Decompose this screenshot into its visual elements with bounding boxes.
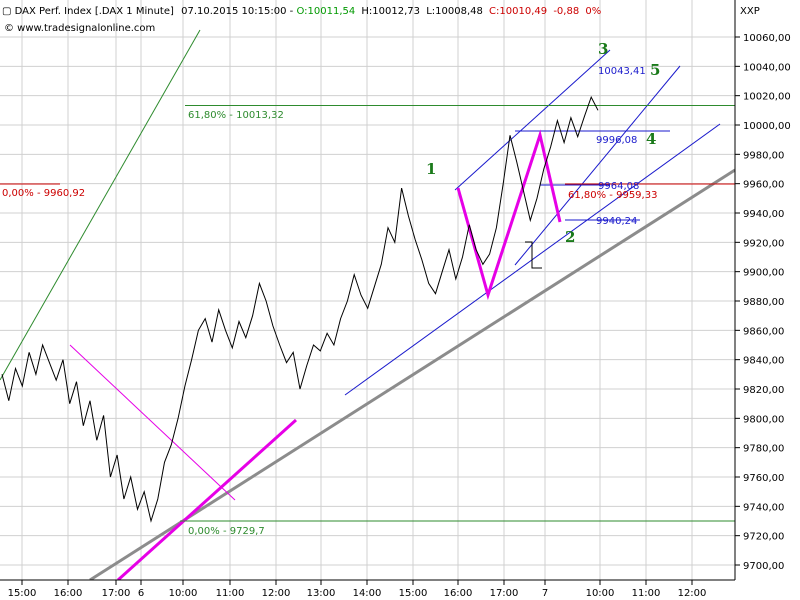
fib-9960-label: 0,00% - 9960,92 <box>2 188 85 199</box>
y-tick-label: 10000,00 <box>743 121 791 132</box>
header-open: O:10011,54 <box>296 6 355 17</box>
grey-trend-line <box>89 168 736 582</box>
header-mark: ▢ <box>2 6 15 17</box>
x-tick-label: 17:00 <box>490 588 519 599</box>
y-tick-label: 9780,00 <box>743 444 784 455</box>
y-tick-label: 9820,00 <box>743 385 784 396</box>
y-tick-label: 9940,00 <box>743 209 784 220</box>
chart-overlays <box>0 29 736 582</box>
y-tick-label: 10040,00 <box>743 62 791 73</box>
y-tick-label: 9960,00 <box>743 180 784 191</box>
y-tick-label: 9720,00 <box>743 532 784 543</box>
y-axis-panel <box>735 0 800 580</box>
fib-9729-label: 0,00% - 9729,7 <box>188 526 265 537</box>
fib-9959-label: 61,80% - 9959,33 <box>568 190 657 201</box>
svg-text:▢ DAX Perf. Index [.DAX: ▢ DAX Perf. Index [.DAX 1 Minute] 07.10.… <box>2 6 601 17</box>
header-low: L:10008,48 <box>426 6 483 17</box>
x-tick-label: 17:00 <box>102 588 131 599</box>
x-tick-label: 16:00 <box>444 588 473 599</box>
y-tick-label: 9800,00 <box>743 414 784 425</box>
y-tick-label: 9900,00 <box>743 268 784 279</box>
level-9996-label: 9996,08 <box>596 135 637 146</box>
y-tick-label: 9840,00 <box>743 356 784 367</box>
chart-header: ▢ DAX Perf. Index [.DAX 1 Minute] 07.10.… <box>2 6 760 34</box>
header-instrument: DAX Perf. Index [.DAX 1 Minute] <box>15 6 174 17</box>
x-tick-label: 13:00 <box>307 588 336 599</box>
y-tick-label: 10020,00 <box>743 92 791 103</box>
y-tick-label: 9860,00 <box>743 326 784 337</box>
chart-grid <box>0 0 735 580</box>
x-tick-label: 11:00 <box>632 588 661 599</box>
level-10043-label: 10043,41 <box>598 66 646 77</box>
small-box <box>525 241 542 269</box>
green-trend-line <box>0 29 201 381</box>
x-tick-label: 14:00 <box>353 588 382 599</box>
y-tick-label: 9880,00 <box>743 297 784 308</box>
x-tick-label: 16:00 <box>54 588 83 599</box>
price-series <box>1 95 599 523</box>
x-tick-label: 10:00 <box>169 588 198 599</box>
x-tick-label: 11:00 <box>216 588 245 599</box>
level-9964-label: 9964,08 <box>598 181 639 192</box>
x-tick-label: 15:00 <box>8 588 37 599</box>
y-tick-label: 10060,00 <box>743 33 791 44</box>
wave-label: 1 <box>426 160 436 178</box>
blue-channel-mid <box>514 65 681 266</box>
y-tick-label: 9920,00 <box>743 238 784 249</box>
header-change-pct: 0% <box>585 6 601 17</box>
y-tick-label: 9740,00 <box>743 502 784 513</box>
wave-label: 5 <box>650 61 660 79</box>
x-tick-label: 12:00 <box>678 588 707 599</box>
header-high: H:10012,73 <box>361 6 420 17</box>
blue-channel-upper <box>454 49 611 191</box>
price-line <box>1 95 599 523</box>
y-axis-ticks: 9700,00 9720,00 9740,00 9760,00 9780,00 9800,… <box>735 33 791 572</box>
x-tick-label: 6 <box>138 588 144 599</box>
y-tick-label: 9700,00 <box>743 561 784 572</box>
header-datetime: 07.10.2015 10:15:00 <box>181 6 286 17</box>
level-labels: 61,80% - 10013,32 0,00% - 9729,7 0,00% - 9… <box>2 40 660 537</box>
x-axis-ticks: 15:00 16:00 17:00 6 10:00 11:00 12:00 13:00 14:0… <box>8 580 707 599</box>
x-tick-label: 12:00 <box>262 588 291 599</box>
wave-label: 2 <box>565 228 575 246</box>
x-tick-label: 15:00 <box>399 588 428 599</box>
x-tick-label: 7 <box>542 588 548 599</box>
wave-label: 3 <box>598 40 608 58</box>
header-symbol: XXP <box>740 6 760 17</box>
wave-path <box>456 129 562 301</box>
y-tick-label: 9980,00 <box>743 150 784 161</box>
header-source: © www.tradesignalonline.com <box>4 23 155 34</box>
x-tick-label: 10:00 <box>586 588 615 599</box>
pink-down-line <box>69 344 236 501</box>
pink-diagonal-line <box>116 418 298 582</box>
fib-10013-label: 61,80% - 10013,32 <box>188 110 284 121</box>
header-change: -0,88 <box>553 6 579 17</box>
y-tick-label: 9760,00 <box>743 473 784 484</box>
wave-label: 4 <box>646 130 656 148</box>
level-9940-label: 9940,24 <box>596 216 637 227</box>
header-close: C:10010,49 <box>489 6 547 17</box>
